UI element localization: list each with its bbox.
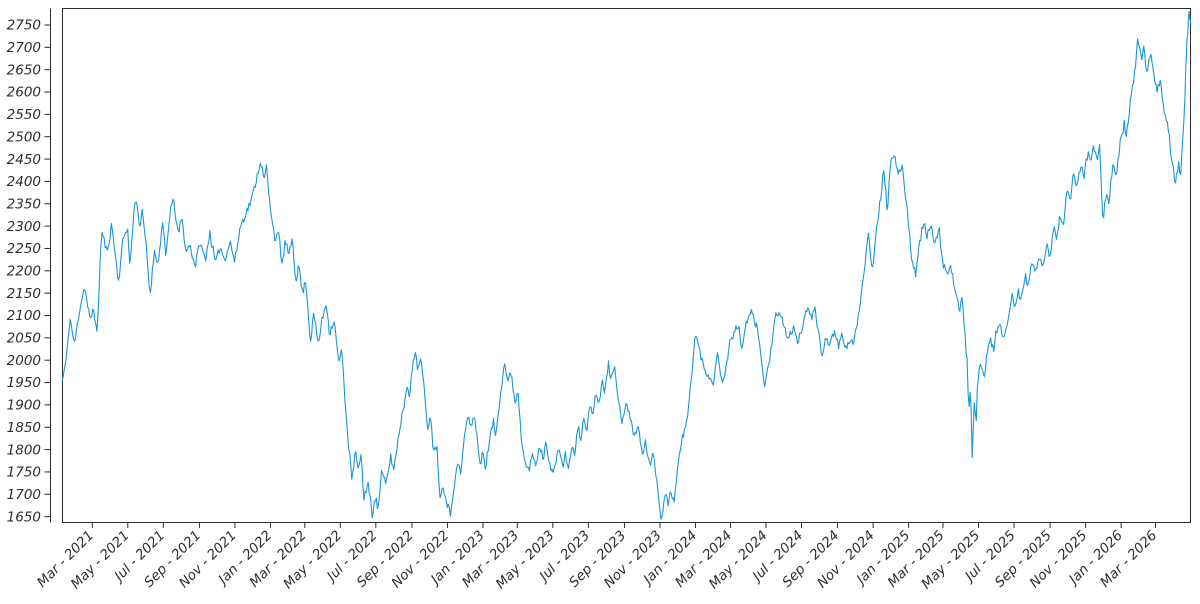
y-tick-label: 1700 [7, 487, 41, 503]
y-tick-label: 1950 [7, 375, 41, 391]
y-tick-label: 2500 [7, 129, 41, 145]
y-tick-label: 2700 [7, 40, 41, 56]
y-tick-label: 2050 [7, 331, 41, 347]
y-tick-label: 1900 [7, 398, 41, 414]
y-tick-label: 2200 [7, 264, 41, 280]
y-tick-label: 1650 [7, 509, 41, 525]
y-tick-label: 2250 [7, 241, 41, 257]
y-tick-label: 2350 [7, 196, 41, 212]
y-tick-label: 2000 [7, 353, 41, 369]
y-tick-label: 2600 [7, 85, 41, 101]
y-tick-label: 2450 [7, 152, 41, 168]
y-tick-label: 1850 [7, 420, 41, 436]
y-tick-label: 2400 [7, 174, 41, 190]
y-tick-label: 2550 [7, 107, 41, 123]
plot-area [62, 8, 1191, 523]
y-tick-label: 2300 [7, 219, 41, 235]
price-series-line [61, 10, 1192, 520]
y-tick-label: 2100 [7, 308, 41, 324]
y-tick-label: 2650 [7, 62, 41, 78]
y-tick-label: 2150 [7, 286, 41, 302]
y-tick-label: 1750 [7, 465, 41, 481]
y-tick-label: 2750 [7, 18, 41, 34]
y-tick-label: 1800 [7, 442, 41, 458]
